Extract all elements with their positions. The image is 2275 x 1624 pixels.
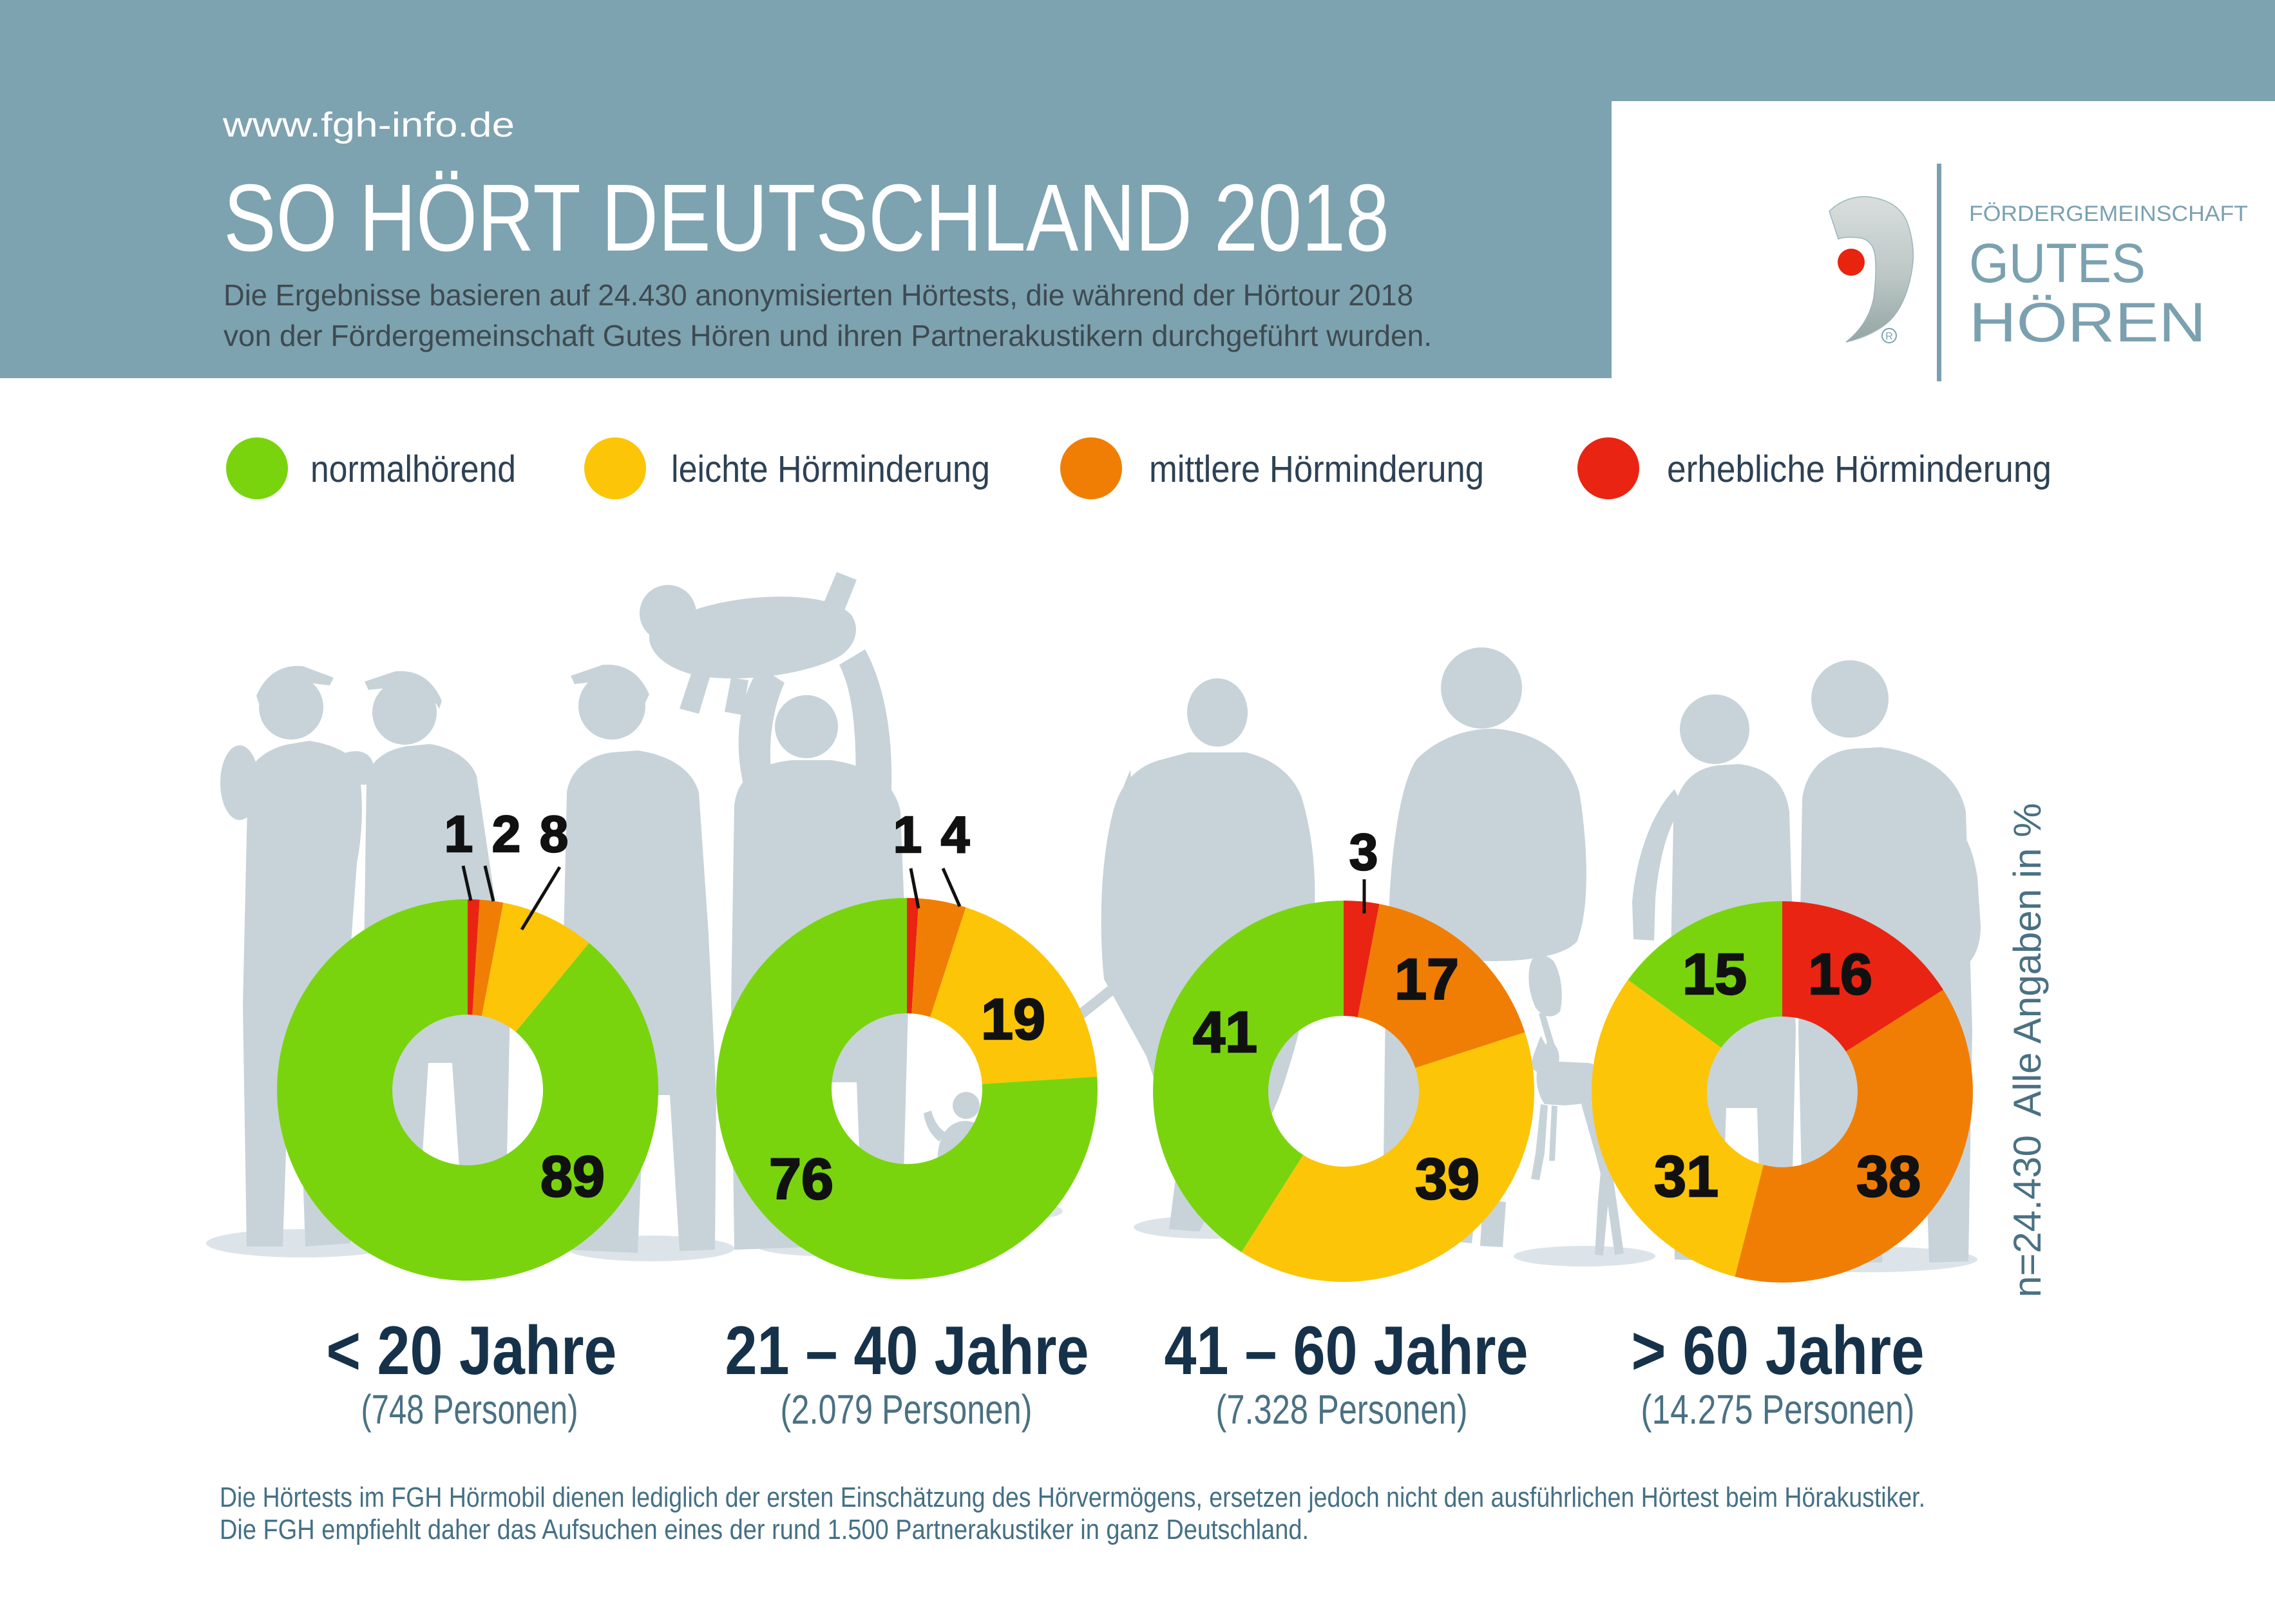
svg-text:normalhörend: normalhörend	[310, 448, 516, 490]
svg-text:15: 15	[1682, 942, 1747, 1007]
svg-text:4: 4	[941, 806, 970, 863]
svg-text:3: 3	[1349, 823, 1378, 881]
svg-text:> 60 Jahre: > 60 Jahre	[1632, 1312, 1925, 1389]
svg-text:16: 16	[1808, 942, 1872, 1007]
svg-text:38: 38	[1856, 1145, 1921, 1209]
svg-text:21 – 40 Jahre: 21 – 40 Jahre	[725, 1312, 1089, 1389]
svg-text:erhebliche Hörminderung: erhebliche Hörminderung	[1667, 448, 2051, 490]
svg-text:31: 31	[1654, 1145, 1718, 1209]
svg-text:GUTES: GUTES	[1969, 233, 2146, 294]
svg-text:39: 39	[1415, 1147, 1480, 1212]
svg-text:< 20 Jahre: < 20 Jahre	[327, 1312, 617, 1389]
svg-text:1: 1	[893, 806, 922, 863]
svg-text:41: 41	[1193, 1000, 1257, 1065]
svg-text:www.fgh-info.de: www.fgh-info.de	[222, 106, 515, 144]
svg-text:n=24.430: n=24.430	[2006, 1135, 2049, 1297]
svg-text:2: 2	[492, 805, 521, 863]
svg-text:R: R	[1885, 331, 1893, 342]
svg-text:(748 Personen): (748 Personen)	[361, 1386, 578, 1433]
svg-text:mittlere Hörminderung: mittlere Hörminderung	[1149, 448, 1484, 490]
svg-text:8: 8	[540, 805, 569, 863]
svg-text:SO HÖRT DEUTSCHLAND 2018: SO HÖRT DEUTSCHLAND 2018	[224, 165, 1389, 271]
svg-text:FÖRDERGEMEINSCHAFT: FÖRDERGEMEINSCHAFT	[1969, 202, 2248, 226]
svg-text:Die Hörtests im FGH Hörmobil d: Die Hörtests im FGH Hörmobil dienen ledi…	[220, 1482, 1925, 1513]
svg-text:19: 19	[981, 988, 1045, 1052]
svg-text:(7.328 Personen): (7.328 Personen)	[1216, 1386, 1468, 1433]
svg-text:Die Ergebnisse basieren auf 24: Die Ergebnisse basieren auf 24.430 anony…	[224, 278, 1413, 312]
svg-text:leichte Hörminderung: leichte Hörminderung	[671, 448, 990, 490]
svg-text:17: 17	[1395, 948, 1459, 1012]
svg-text:(2.079 Personen): (2.079 Personen)	[781, 1386, 1033, 1433]
svg-text:89: 89	[540, 1145, 605, 1209]
svg-text:1: 1	[444, 805, 473, 863]
svg-text:41 – 60 Jahre: 41 – 60 Jahre	[1165, 1312, 1528, 1389]
svg-text:HÖREN: HÖREN	[1969, 292, 2206, 354]
svg-text:von der Fördergemeinschaft Gut: von der Fördergemeinschaft Gutes Hören u…	[224, 319, 1432, 352]
svg-text:Alle Angaben in %: Alle Angaben in %	[2006, 803, 2049, 1116]
svg-text:76: 76	[769, 1147, 833, 1212]
svg-text:(14.275 Personen): (14.275 Personen)	[1641, 1386, 1915, 1433]
svg-text:Die FGH empfiehlt daher das Au: Die FGH empfiehlt daher das Aufsuchen ei…	[220, 1514, 1309, 1545]
